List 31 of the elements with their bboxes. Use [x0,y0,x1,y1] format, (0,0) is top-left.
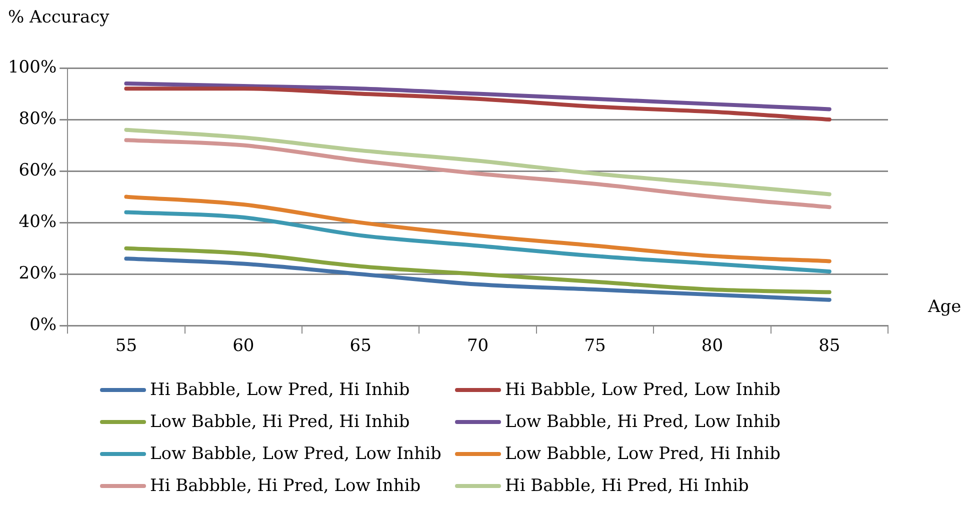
y-tick-label: 40% [18,212,57,232]
legend-label: Low Babble, Low Pred, Low Inhib [150,444,442,464]
x-tick-label: 55 [115,336,138,356]
y-tick-label: 20% [18,264,57,284]
line-series [124,138,832,210]
line-series [124,210,832,274]
line-series [124,86,832,122]
x-axis-title: Age [927,297,962,318]
x-tick-label: 70 [466,336,489,356]
line-series [124,194,832,264]
x-tick-label: 60 [232,336,254,356]
line-series [124,81,832,112]
legend-label: Hi Babbble, Hi Pred, Low Inhib [150,476,421,496]
y-tick-label: 60% [18,160,57,180]
legend-label: Low Babble, Low Pred, Hi Inhib [505,444,781,464]
legend-label: Hi Babble, Hi Pred, Hi Inhib [505,476,749,496]
legend-label: Hi Babble, Low Pred, Hi Inhib [150,380,410,400]
line-series [124,256,832,302]
y-axis-title: % Accuracy [8,7,110,28]
y-tick-label: 80% [18,108,57,129]
x-tick-label: 75 [584,336,606,356]
line-series [124,246,832,294]
legend-label: Low Babble, Hi Pred, Low Inhib [505,412,781,432]
y-tick-label: 0% [30,315,57,336]
x-tick-label: 80 [701,336,724,356]
x-tick-label: 65 [350,336,372,356]
legend-label: Hi Babble, Low Pred, Low Inhib [505,380,781,400]
line-series [124,128,832,196]
legend-label: Low Babble, Hi Pred, Hi Inhib [150,412,410,432]
y-tick-label: 100% [8,57,57,78]
x-tick-label: 85 [818,336,840,356]
